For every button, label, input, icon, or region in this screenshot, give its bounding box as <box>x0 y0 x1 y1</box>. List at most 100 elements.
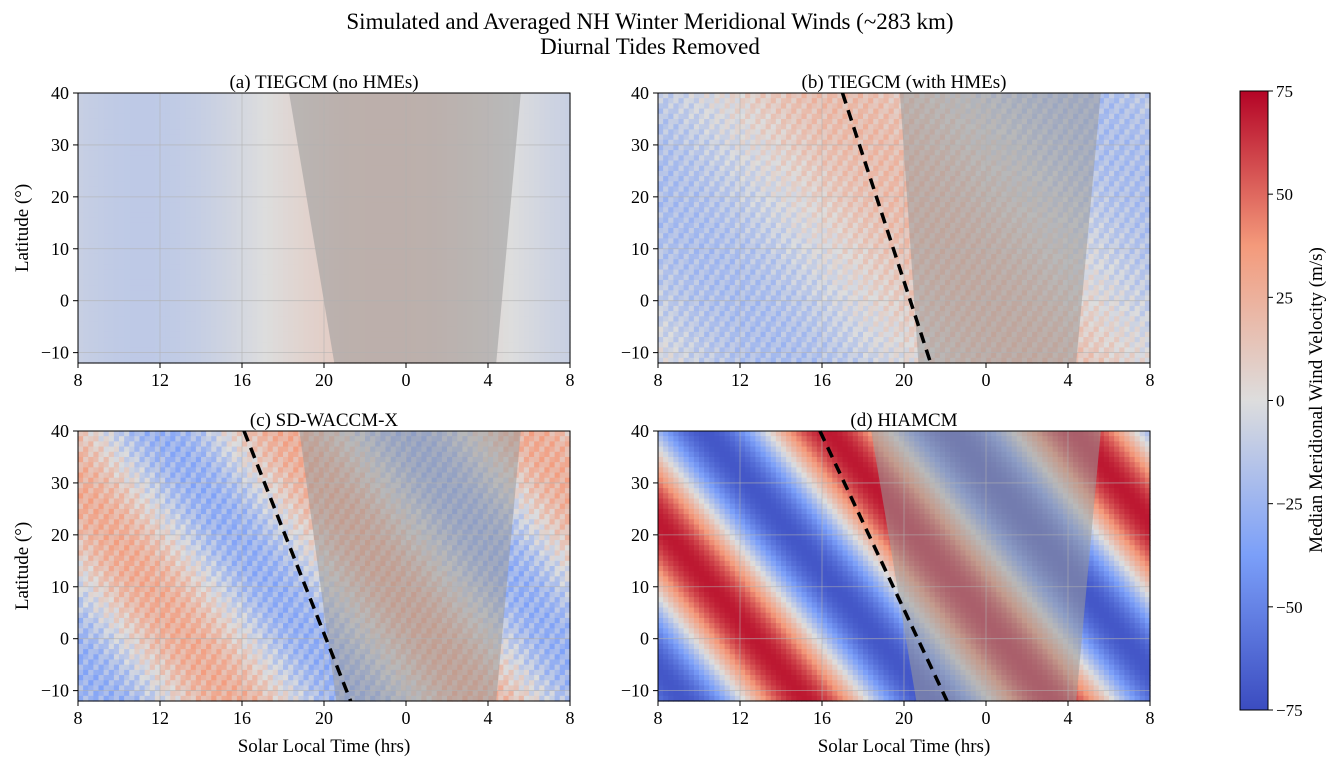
heatmap-cell <box>185 150 192 156</box>
heatmap-cell <box>554 113 561 120</box>
heatmap-cell <box>160 264 166 271</box>
heatmap-cell <box>539 181 545 188</box>
heatmap-cell <box>283 321 289 328</box>
heatmap-cell <box>272 285 279 291</box>
heatmap-cell <box>139 165 146 172</box>
heatmap-cell <box>98 93 105 99</box>
heatmap-cell <box>216 155 223 162</box>
heatmap-cell <box>231 337 238 343</box>
heatmap-cell <box>529 212 535 219</box>
heatmap-cell <box>83 98 89 104</box>
heatmap-cell <box>518 134 525 141</box>
heatmap-cell <box>226 207 233 214</box>
heatmap-cell <box>252 311 258 317</box>
heatmap-cell <box>523 217 530 224</box>
heatmap-cell <box>544 191 551 198</box>
heatmap-cell <box>206 186 212 193</box>
heatmap-cell <box>252 181 258 188</box>
heatmap-cell <box>211 155 217 162</box>
heatmap-cell <box>283 129 289 136</box>
heatmap-cell <box>308 347 315 354</box>
heatmap-cell <box>160 212 166 219</box>
heatmap-cell <box>124 337 130 343</box>
heatmap-cell <box>267 274 274 281</box>
heatmap-cell <box>103 248 110 255</box>
heatmap-cell <box>103 300 110 307</box>
heatmap-cell <box>154 342 161 349</box>
heatmap-cell <box>513 285 520 291</box>
heatmap-cell <box>247 139 253 146</box>
heatmap-cell <box>211 243 217 250</box>
heatmap-cell <box>508 331 515 338</box>
heatmap-cell <box>226 331 233 338</box>
heatmap-cell <box>247 253 253 260</box>
heatmap-cell <box>308 290 315 297</box>
heatmap-cell <box>293 170 299 177</box>
heatmap-cell <box>216 300 223 307</box>
heatmap-cell <box>195 150 202 156</box>
heatmap-cell <box>242 248 248 255</box>
heatmap-cell <box>247 165 253 172</box>
heatmap-cell <box>498 337 504 343</box>
heatmap-cell <box>288 279 294 286</box>
heatmap-cell <box>170 238 176 245</box>
heatmap-cell <box>93 347 100 354</box>
heatmap-cell <box>175 305 182 312</box>
heatmap-cell <box>149 170 156 177</box>
heatmap-cell <box>508 342 515 349</box>
heatmap-cell <box>93 316 100 323</box>
heatmap-cell <box>98 316 105 323</box>
heatmap-cell <box>206 311 212 317</box>
heatmap-cell <box>288 253 294 260</box>
heatmap-cell <box>119 207 125 214</box>
heatmap-cell <box>129 155 135 162</box>
heatmap-cell <box>503 259 510 265</box>
heatmap-cell <box>144 352 151 359</box>
heatmap-cell <box>185 124 192 130</box>
heatmap-cell <box>559 155 566 162</box>
heatmap-cell <box>242 290 248 297</box>
heatmap-cell <box>190 274 197 281</box>
heatmap-cell <box>139 321 146 328</box>
heatmap-cell <box>211 352 217 359</box>
heatmap-cell <box>175 342 182 349</box>
heatmap-cell <box>113 124 120 130</box>
heatmap-cell <box>160 196 166 203</box>
heatmap-cell <box>231 144 238 151</box>
heatmap-cell <box>272 212 279 219</box>
heatmap-cell <box>267 243 274 250</box>
heatmap-cell <box>554 202 561 208</box>
heatmap-cell <box>544 238 551 245</box>
heatmap-cell <box>206 217 212 224</box>
heatmap-cell <box>139 98 146 104</box>
heatmap-cell <box>211 269 217 276</box>
heatmap-cell <box>508 233 515 239</box>
heatmap-cell <box>534 285 540 291</box>
heatmap-cell <box>201 342 207 349</box>
heatmap-cell <box>98 144 105 151</box>
heatmap-cell <box>518 305 525 312</box>
heatmap-cell <box>139 139 146 146</box>
heatmap-cell <box>139 113 146 120</box>
heatmap-cell <box>559 144 566 151</box>
heatmap-cell <box>534 113 540 120</box>
heatmap-cell <box>144 233 151 239</box>
heatmap-cell <box>190 93 197 99</box>
heatmap-cell <box>216 139 223 146</box>
heatmap-cell <box>313 331 320 338</box>
heatmap-cell <box>283 253 289 260</box>
heatmap-cell <box>165 170 171 177</box>
heatmap-cell <box>564 103 571 110</box>
heatmap-cell <box>216 170 223 177</box>
heatmap-cell <box>180 337 187 343</box>
heatmap-cell <box>98 259 105 265</box>
heatmap-cell <box>236 139 243 146</box>
heatmap-cell <box>201 202 207 208</box>
heatmap-cell <box>283 124 289 130</box>
heatmap-cell <box>139 285 146 291</box>
heatmap-cell <box>288 191 294 198</box>
heatmap-cell <box>549 253 556 260</box>
heatmap-cell <box>83 331 89 338</box>
heatmap-cell <box>318 337 325 343</box>
heatmap-cell <box>190 305 197 312</box>
